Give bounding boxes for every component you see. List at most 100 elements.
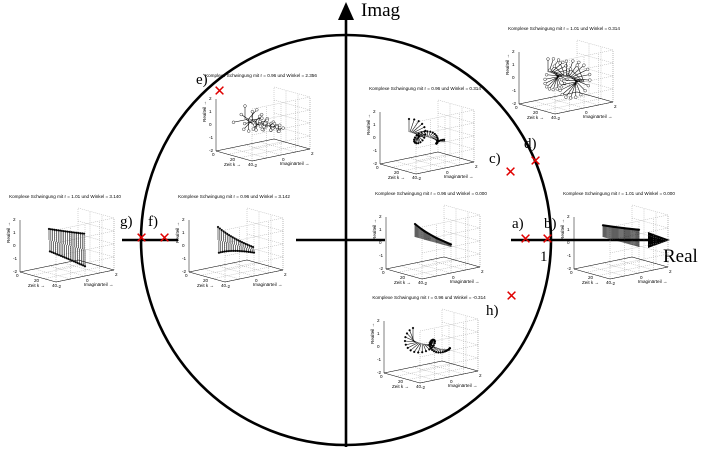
data-point (431, 348, 434, 352)
grid-line (441, 308, 479, 320)
data-stem (423, 343, 430, 350)
data-point (251, 127, 255, 131)
grid-line (414, 262, 452, 274)
data-point (421, 139, 424, 142)
data-stem (405, 342, 418, 345)
data-point (243, 250, 246, 253)
realteil-tick-label: 2 (373, 109, 376, 114)
data-point (253, 123, 257, 127)
grid-line (217, 265, 255, 277)
data-point (423, 136, 426, 139)
grid-line (273, 86, 311, 98)
data-point (409, 349, 412, 352)
axis-line (77, 259, 115, 271)
realteil-axis-label: Realteil → (366, 113, 371, 135)
axis-line (573, 268, 611, 280)
data-point (249, 250, 252, 254)
data-point (82, 232, 86, 235)
imag-tick-label: -2 (423, 281, 428, 286)
axis-line (55, 269, 115, 283)
realteil-tick-label: 2 (377, 318, 380, 323)
data-point (544, 73, 549, 77)
data-stem (410, 342, 420, 351)
data-point (217, 251, 221, 254)
data-stem (409, 119, 415, 133)
grid-line (244, 144, 282, 156)
data-point (406, 346, 409, 350)
imag-tick-label: -2 (226, 284, 231, 289)
grid-line (437, 99, 475, 111)
axis-line (188, 259, 248, 273)
axis-line (379, 151, 439, 165)
data-point (278, 123, 282, 127)
data-point (233, 237, 236, 240)
grid-line (547, 97, 585, 109)
data-point (228, 249, 232, 253)
data-stem (407, 342, 419, 349)
data-point (431, 131, 434, 134)
data-point (250, 245, 253, 248)
data-point (242, 241, 245, 245)
data-stem (544, 75, 562, 84)
data-point (281, 126, 285, 130)
data-point (564, 59, 569, 63)
data-stem (570, 69, 588, 79)
grid-line (63, 262, 100, 274)
data-point (262, 125, 266, 129)
realteil-tick-label: -1 (567, 253, 572, 258)
data-point (441, 351, 444, 354)
data-point (436, 136, 439, 139)
data-point (60, 229, 64, 232)
imag-tick-label: 0 (585, 110, 588, 115)
data-point (239, 249, 243, 253)
point-label-a: a) (512, 216, 524, 232)
axis-line (443, 256, 481, 268)
realteil-tick-label: -2 (182, 269, 187, 274)
data-point (241, 250, 245, 253)
marker-a: ✕ (519, 230, 532, 248)
data-point (235, 238, 238, 241)
grid-line (554, 49, 614, 63)
data-stem (559, 80, 580, 91)
time-tick-label: 20 (34, 278, 40, 283)
imag-tick-label: -2 (57, 284, 62, 289)
data-point (260, 116, 264, 120)
data-point (231, 120, 236, 124)
data-point (227, 234, 231, 237)
inset-plot-f: Komplexe Schwingung mit r = 0.96 und Win… (175, 194, 293, 290)
data-point (67, 257, 70, 261)
grid-line (412, 366, 450, 378)
point-label-c: c) (489, 151, 501, 167)
realteil-tick-label: -2 (379, 266, 384, 271)
marker-f: ✕ (158, 229, 171, 247)
inset-plot-c: Komplexe Schwingung mit r = 0.96 und Win… (366, 86, 484, 182)
data-point (76, 261, 79, 265)
data-stem (570, 68, 584, 82)
data-point (429, 130, 432, 133)
data-point (421, 351, 424, 354)
data-point (413, 138, 416, 141)
data-point (251, 251, 254, 254)
data-stem (554, 65, 565, 77)
data-point (417, 142, 420, 145)
axis-line (576, 91, 614, 103)
data-point (556, 58, 561, 62)
grid-line (421, 214, 481, 228)
data-point (566, 68, 570, 72)
data-point (417, 120, 420, 123)
realteil-axis-label: Realteil → (6, 221, 11, 243)
data-point (260, 112, 264, 117)
data-point (449, 243, 453, 246)
grid-line (77, 207, 115, 219)
data-point (546, 57, 550, 61)
grid-line (427, 363, 464, 375)
data-point (71, 231, 75, 234)
imag-tick-label: 2 (614, 104, 617, 109)
data-point (226, 232, 229, 236)
data-point (403, 339, 407, 343)
realteil-tick-label: -1 (512, 88, 517, 93)
data-point (448, 347, 452, 350)
data-point (246, 243, 249, 246)
data-point (582, 63, 586, 67)
